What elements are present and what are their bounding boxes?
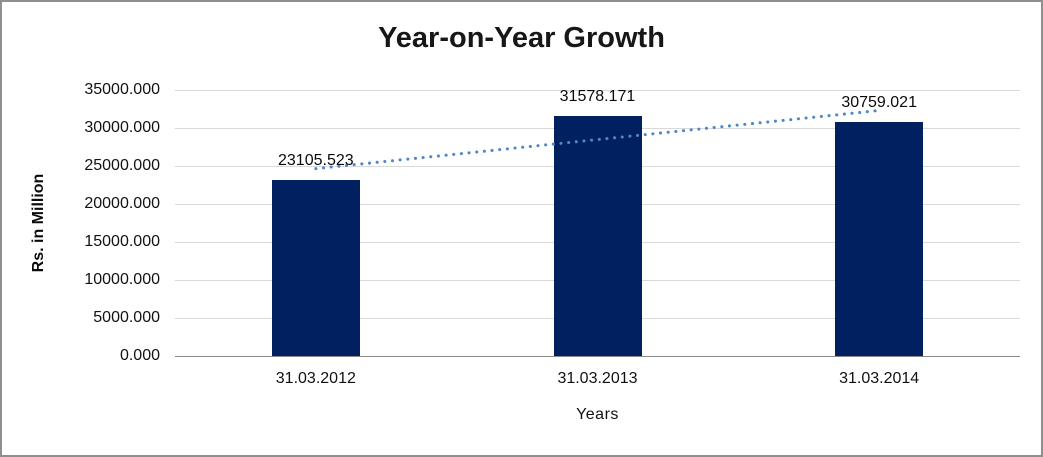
y-axis-tick-label: 20000.000 — [84, 195, 160, 212]
x-axis-tick-label: 31.03.2014 — [839, 370, 920, 387]
data-label: 31578.171 — [559, 88, 636, 105]
data-label: 30759.021 — [841, 94, 917, 112]
y-axis-tick-label: 15000.000 — [84, 233, 160, 250]
y-axis-tick-label: 30000.000 — [84, 119, 160, 136]
data-label: 23105.523 — [278, 152, 354, 170]
x-axis-tick-label: 31.03.2013 — [557, 370, 638, 387]
bar — [271, 180, 360, 356]
chart-title: Year-on-Year Growth — [378, 22, 665, 54]
y-axis-tick-label: 0.000 — [119, 347, 160, 364]
x-axis-title: Years — [576, 406, 619, 423]
y-axis-tick-label: 10000.000 — [84, 271, 160, 288]
y-axis-title: Rs. in Million — [30, 173, 47, 273]
y-axis-tick-label: 5000.000 — [93, 309, 160, 326]
x-axis-line — [175, 355, 1020, 357]
x-axis-tick-label: 31.03.2012 — [275, 370, 356, 387]
gridline — [175, 89, 1020, 91]
y-axis-tick-label: 25000.000 — [84, 157, 160, 174]
bar — [835, 122, 924, 356]
bar — [553, 116, 642, 356]
y-axis-tick-label: 35000.000 — [84, 81, 160, 98]
